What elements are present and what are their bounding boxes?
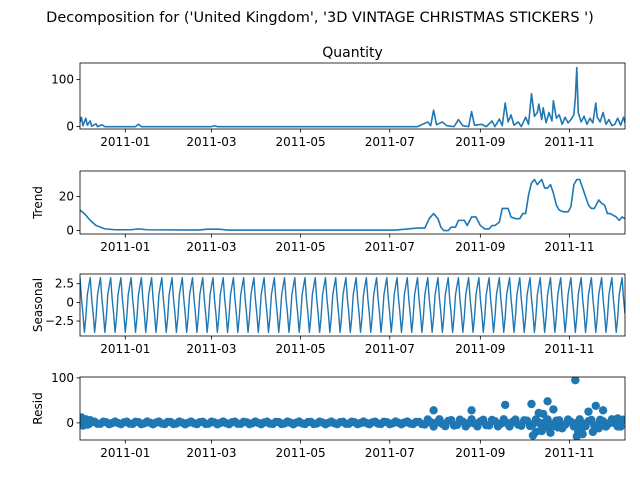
observed-xtick-label: 2011-05 bbox=[276, 135, 326, 149]
trend-ytick-label: 0 bbox=[66, 224, 74, 238]
resid-point bbox=[594, 424, 603, 433]
resid-point bbox=[557, 424, 567, 433]
resid-point bbox=[591, 401, 600, 410]
observed-xtick-label: 2011-09 bbox=[455, 135, 505, 149]
seasonal-xtick-label: 2011-03 bbox=[186, 342, 236, 356]
resid-xtick-label: 2011-05 bbox=[276, 446, 326, 460]
observed-series bbox=[80, 66, 625, 128]
observed-xtick-label: 2011-01 bbox=[100, 135, 150, 149]
resid-point bbox=[584, 407, 593, 416]
resid-point bbox=[598, 406, 608, 415]
observed-ytick-label: 100 bbox=[51, 73, 74, 87]
trend-axes-frame bbox=[79, 170, 626, 235]
seasonal-xtick-label: 2011-05 bbox=[276, 342, 326, 356]
trend-xtick-label: 2011-01 bbox=[100, 240, 150, 254]
resid-ytick-label: 0 bbox=[66, 416, 74, 430]
resid-xtick-label: 2011-03 bbox=[186, 446, 236, 460]
trend-ytick-label: 20 bbox=[59, 190, 74, 204]
observed-title: Quantity bbox=[322, 45, 383, 61]
resid-point bbox=[538, 409, 548, 419]
trend-xtick-label: 2011-05 bbox=[276, 240, 326, 254]
resid-point bbox=[613, 414, 622, 423]
panel-resid: 0 100 2011-01 2011-03 2011-05 2011-07 2011-09 2… bbox=[31, 371, 626, 460]
observed-xtick-label: 2011-03 bbox=[186, 135, 236, 149]
seasonal-line bbox=[80, 277, 625, 333]
resid-point bbox=[549, 405, 558, 414]
resid-xtick-label: 2011-01 bbox=[100, 446, 150, 460]
observed-ytick-label: 0 bbox=[66, 120, 74, 134]
seasonal-series bbox=[80, 277, 625, 333]
trend-series bbox=[80, 178, 625, 232]
seasonal-xtick-label: 2011-01 bbox=[100, 342, 150, 356]
observed-line bbox=[80, 66, 625, 128]
observed-xtick-label: 2011-11 bbox=[544, 135, 594, 149]
seasonal-ytick-label: 2.5 bbox=[55, 277, 74, 291]
panel-observed: 0 100 2011-01 2011-03 2011-05 2011-07 2011-09 2… bbox=[51, 45, 626, 149]
resid-point bbox=[86, 416, 95, 425]
resid-point bbox=[527, 399, 536, 409]
trend-xtick-label: 2011-07 bbox=[365, 240, 415, 254]
resid-point bbox=[546, 428, 555, 437]
resid-ylabel: Resid bbox=[31, 392, 45, 424]
resid-point bbox=[571, 377, 580, 385]
seasonal-axes-frame bbox=[79, 273, 626, 337]
resid-point bbox=[500, 400, 510, 410]
trend-xtick-label: 2011-03 bbox=[186, 240, 236, 254]
seasonal-xtick-label: 2011-09 bbox=[455, 342, 505, 356]
resid-xtick-label: 2011-07 bbox=[365, 446, 415, 460]
trend-ylabel: Trend bbox=[31, 186, 45, 220]
resid-point bbox=[467, 406, 476, 415]
resid-point bbox=[429, 406, 438, 415]
seasonal-ytick-label: −2.5 bbox=[45, 314, 74, 328]
resid-point bbox=[578, 429, 587, 439]
seasonal-ytick-label: 0 bbox=[66, 295, 74, 309]
resid-point bbox=[601, 422, 611, 431]
trend-xtick-label: 2011-09 bbox=[455, 240, 505, 254]
observed-xtick-label: 2011-07 bbox=[365, 135, 415, 149]
observed-axes-frame bbox=[79, 62, 626, 130]
resid-point bbox=[616, 422, 625, 431]
trend-xtick-label: 2011-11 bbox=[544, 240, 594, 254]
seasonal-xtick-label: 2011-07 bbox=[365, 342, 415, 356]
resid-point bbox=[543, 397, 552, 406]
trend-line bbox=[80, 178, 625, 232]
seasonal-xtick-label: 2011-11 bbox=[544, 342, 594, 356]
resid-axes-frame bbox=[79, 376, 626, 441]
resid-xtick-label: 2011-09 bbox=[455, 446, 505, 460]
resid-series bbox=[80, 377, 625, 440]
seasonal-ylabel: Seasonal bbox=[31, 278, 45, 332]
resid-ytick-label: 100 bbox=[51, 371, 74, 385]
figure-title: Decomposition for ('United Kingdom', '3D… bbox=[46, 10, 594, 26]
panel-trend: 0 20 2011-01 2011-03 2011-05 2011-07 2011-09 20… bbox=[31, 170, 626, 254]
resid-xtick-label: 2011-11 bbox=[544, 446, 594, 460]
panel-seasonal: 2.5 0 −2.5 2011-01 2011-03 2011-05 2011-07 2011… bbox=[31, 273, 626, 356]
